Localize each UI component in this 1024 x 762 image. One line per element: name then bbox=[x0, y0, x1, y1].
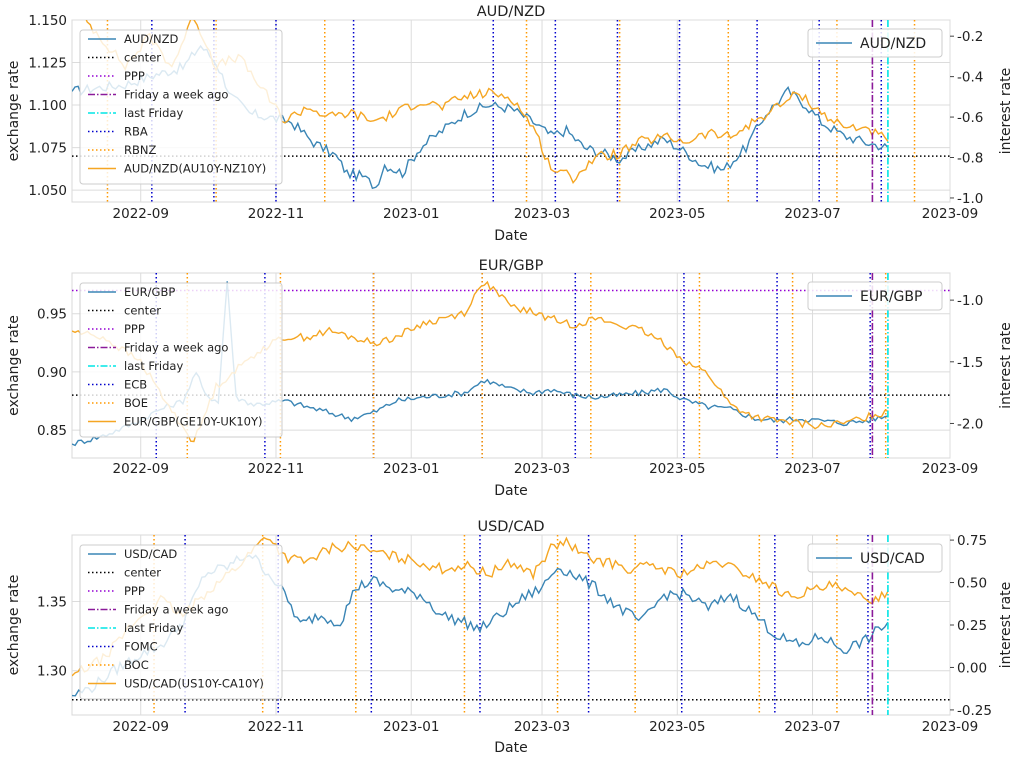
chart-title: AUD/NZD bbox=[477, 4, 546, 20]
y2-axis-label: interest rate bbox=[998, 68, 1014, 155]
x-axis-label: Date bbox=[494, 228, 527, 244]
y2-tick-label: -1.0 bbox=[957, 293, 983, 309]
legend-entry: PPP bbox=[124, 69, 145, 83]
legend-right: EUR/GBP bbox=[807, 281, 943, 311]
x-tick-label: 2022-09 bbox=[113, 719, 169, 735]
legend-entry: EUR/GBP bbox=[860, 289, 922, 305]
legend-entry: PPP bbox=[124, 584, 145, 598]
legend-entry: EUR/GBP bbox=[124, 285, 175, 299]
y2-tick-label: -2.0 bbox=[957, 416, 983, 432]
legend-entry: last Friday bbox=[124, 359, 183, 373]
y2-tick-label: 0.75 bbox=[957, 533, 987, 549]
legend-entry: Friday a week ago bbox=[124, 341, 228, 355]
x-tick-label: 2023-07 bbox=[784, 461, 840, 477]
legend-entry: BOC bbox=[124, 658, 149, 672]
x-tick-label: 2023-05 bbox=[649, 461, 705, 477]
chart-title: EUR/GBP bbox=[479, 258, 544, 274]
y2-tick-label: -0.8 bbox=[957, 151, 983, 167]
panel-aud-nzd: 2022-09 2022-11 2023-01 2023-03 2023-05 2023-… bbox=[6, 4, 1014, 244]
legend-entry: BOE bbox=[124, 396, 148, 410]
legend-entry: last Friday bbox=[124, 621, 183, 635]
x-tick-label: 2023-07 bbox=[784, 206, 840, 222]
legend-entry: FOMC bbox=[124, 640, 158, 654]
legend-entry: AUD/NZD bbox=[124, 32, 178, 46]
legend-entry: last Friday bbox=[124, 106, 183, 120]
x-axis-label: Date bbox=[494, 740, 527, 756]
chart-title: USD/CAD bbox=[477, 519, 544, 535]
legend-entry: EUR/GBP(GE10Y-UK10Y) bbox=[124, 415, 263, 429]
x-tick-label: 2023-09 bbox=[922, 206, 978, 222]
panel-eur-gbp: 2022-09 2022-11 2023-01 2023-03 2023-05 2023-… bbox=[6, 258, 1014, 499]
legend-entry: center bbox=[124, 566, 161, 580]
legend-entry: center bbox=[124, 51, 161, 65]
x-tick-label: 2023-01 bbox=[383, 206, 439, 222]
x-tick-label: 2023-05 bbox=[649, 719, 705, 735]
x-tick-label: 2023-09 bbox=[922, 461, 978, 477]
panel-usd-cad: 2022-09 2022-11 2023-01 2023-03 2023-05 2023-… bbox=[6, 519, 1014, 756]
y-tick-label: 1.050 bbox=[28, 183, 67, 199]
y2-tick-label: -1.5 bbox=[957, 355, 983, 371]
x-tick-label: 2023-01 bbox=[383, 461, 439, 477]
y2-tick-label: -0.4 bbox=[957, 70, 983, 86]
y2-tick-label: 0.50 bbox=[957, 576, 987, 592]
y-axis-label: exchange rate bbox=[6, 575, 22, 676]
legend-entry: PPP bbox=[124, 322, 145, 336]
x-tick-label: 2023-03 bbox=[514, 206, 570, 222]
legend-left: USD/CAD center PPP Friday a week ago last Fr… bbox=[79, 544, 283, 700]
x-tick-label: 2023-07 bbox=[784, 719, 840, 735]
x-tick-label: 2023-09 bbox=[922, 719, 978, 735]
legend-entry: USD/CAD bbox=[124, 547, 177, 561]
y2-tick-label: -0.6 bbox=[957, 110, 983, 126]
legend-entry: center bbox=[124, 304, 161, 318]
y2-tick-label: 0.00 bbox=[957, 660, 987, 676]
y-tick-label: 1.100 bbox=[28, 98, 67, 114]
legend-entry: Friday a week ago bbox=[124, 603, 228, 617]
y2-tick-label: 0.25 bbox=[957, 618, 987, 634]
y2-tick-label: -0.25 bbox=[957, 703, 992, 719]
legend-entry: USD/CAD(US10Y-CA10Y) bbox=[124, 677, 264, 691]
y-tick-label: 1.125 bbox=[28, 56, 67, 72]
x-axis-label: Date bbox=[494, 483, 527, 499]
x-tick-label: 2023-05 bbox=[649, 206, 705, 222]
legend-right: AUD/NZD bbox=[807, 28, 943, 58]
y-axis-label: exchange rate bbox=[6, 61, 22, 162]
x-tick-label: 2022-11 bbox=[248, 206, 304, 222]
legend-right: USD/CAD bbox=[807, 543, 943, 573]
y-tick-label: 1.35 bbox=[37, 594, 67, 610]
y2-axis-label: interest rate bbox=[998, 582, 1014, 669]
x-tick-label: 2022-11 bbox=[248, 719, 304, 735]
x-tick-label: 2022-09 bbox=[113, 461, 169, 477]
y2-tick-label: -0.2 bbox=[957, 29, 983, 45]
y-tick-label: 0.95 bbox=[37, 307, 67, 323]
y-axis-label: exchange rate bbox=[6, 315, 22, 416]
y-tick-label: 1.30 bbox=[37, 664, 67, 680]
y-tick-label: 1.150 bbox=[28, 13, 67, 29]
legend-entry: ECB bbox=[124, 378, 147, 392]
x-tick-label: 2022-11 bbox=[248, 461, 304, 477]
y-tick-label: 0.90 bbox=[37, 365, 67, 381]
legend-entry: AUD/NZD(AU10Y-NZ10Y) bbox=[124, 162, 266, 176]
legend-left: EUR/GBP center PPP Friday a week ago last Fr… bbox=[79, 282, 283, 438]
x-tick-label: 2023-03 bbox=[514, 719, 570, 735]
y2-axis-label: interest rate bbox=[998, 322, 1014, 409]
legend-entry: RBA bbox=[124, 125, 148, 139]
y-tick-label: 0.85 bbox=[37, 423, 67, 439]
x-tick-label: 2022-09 bbox=[113, 206, 169, 222]
legend-entry: AUD/NZD bbox=[860, 36, 926, 52]
x-tick-label: 2023-01 bbox=[383, 719, 439, 735]
x-tick-label: 2023-03 bbox=[514, 461, 570, 477]
legend-entry: RBNZ bbox=[124, 143, 156, 157]
legend-entry: USD/CAD bbox=[860, 551, 925, 567]
legend-left: AUD/NZD center PPP Friday a week ago last Fr… bbox=[79, 29, 283, 185]
legend-entry: Friday a week ago bbox=[124, 88, 228, 102]
y2-tick-label: -1.0 bbox=[957, 191, 983, 207]
y-tick-label: 1.075 bbox=[28, 141, 67, 157]
